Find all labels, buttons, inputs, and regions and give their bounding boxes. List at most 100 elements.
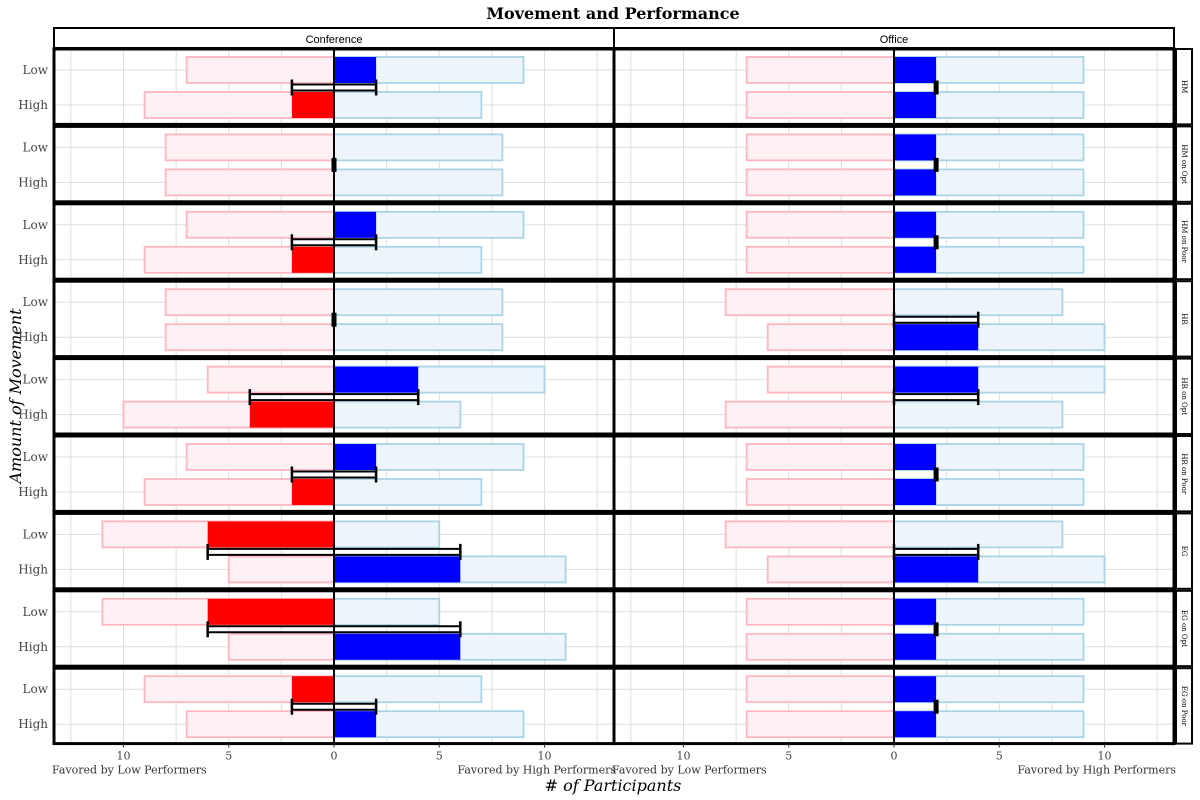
- bar-net-low: [894, 676, 937, 703]
- error-bar: [933, 467, 939, 482]
- y-tick-label-high: High: [18, 98, 48, 112]
- y-tick-label-low: Low: [23, 63, 49, 77]
- bar-net-high: [894, 633, 937, 660]
- x-tick-label: 10: [1098, 750, 1112, 763]
- bar-low-performers-low: [185, 210, 335, 239]
- panel-frame: [612, 434, 1176, 513]
- row-strip-hr: [1175, 280, 1193, 358]
- plot-area: Conference Office HM Low High HM on Opt Low Hig…: [18, 27, 1193, 777]
- row-strip-label: HM on Poor: [1180, 220, 1188, 263]
- bar-low-performers-low: [185, 56, 335, 84]
- bar-net-low: [207, 598, 334, 625]
- bar-net-low: [291, 676, 334, 703]
- row-strip-eg-on-poor: [1175, 667, 1193, 745]
- y-tick-label-high: High: [18, 175, 48, 189]
- bar-low-performers-high: [745, 632, 895, 661]
- x-tick-label: 5: [996, 750, 1003, 763]
- y-tick-label-low: Low: [23, 140, 49, 154]
- bar-net-low: [894, 211, 937, 238]
- bar-low-performers-high: [745, 91, 895, 119]
- bar-net-high: [894, 324, 979, 351]
- bar-low-performers-high: [227, 555, 335, 584]
- bar-net-high: [334, 711, 377, 738]
- row-strip-label: HR on Opt: [1180, 378, 1188, 416]
- bar-high-performers-high: [333, 91, 483, 119]
- bar-net-high: [291, 92, 334, 118]
- bar-net-low: [894, 444, 937, 470]
- bar-high-performers-low: [893, 520, 1064, 549]
- bar-high-performers-low: [893, 288, 1064, 317]
- panel-frame: [612, 124, 1176, 204]
- bar-low-performers-high: [724, 400, 895, 429]
- bar-net-high: [894, 246, 937, 273]
- error-bar: [933, 157, 939, 172]
- bar-low-performers-high: [766, 323, 895, 352]
- row-strip-label: HM: [1180, 80, 1188, 93]
- x-tick-label: 10: [538, 750, 552, 763]
- bar-low-performers-low: [745, 597, 895, 626]
- bar-net-high: [334, 556, 461, 583]
- error-bar: [933, 80, 939, 95]
- x-tick-label: 10: [116, 750, 130, 763]
- y-tick-label-low: Low: [23, 450, 49, 464]
- bar-low-performers-low: [766, 365, 895, 394]
- y-tick-label-high: High: [18, 640, 48, 654]
- x-axis-label: # of Participants: [545, 776, 682, 795]
- y-tick-label-low: Low: [23, 218, 49, 232]
- row-strip-hm-on-poor: [1175, 202, 1193, 281]
- bar-net-high: [334, 633, 461, 660]
- bar-high-performers-low: [333, 675, 483, 704]
- row-strip-label: HM on Opt: [1180, 144, 1188, 184]
- column-strip-label: Office: [880, 34, 909, 46]
- y-axis-label: Amount of Movement: [6, 308, 25, 486]
- error-bar: [933, 235, 939, 250]
- panel-frame: [612, 202, 1176, 281]
- x-tick-label: 5: [785, 750, 792, 763]
- bar-net-low: [334, 211, 377, 238]
- bar-net-low: [894, 134, 937, 161]
- row-strip-eg-on-opt: [1175, 589, 1193, 668]
- bar-high-performers-low: [333, 597, 441, 626]
- bar-net-low: [894, 598, 937, 625]
- x-tick-label: 0: [331, 750, 338, 763]
- bar-low-performers-high: [745, 245, 895, 274]
- y-tick-label-high: High: [18, 562, 48, 576]
- y-tick-label-low: Low: [23, 295, 49, 309]
- bar-low-performers-high: [227, 632, 335, 661]
- bar-net-high: [291, 246, 334, 273]
- bar-low-performers-high: [745, 168, 895, 197]
- bar-net-low: [207, 521, 334, 548]
- x-end-label-right: Favored by High Performers: [1017, 764, 1176, 777]
- row-strip-label: EG on Opt: [1180, 610, 1188, 647]
- bar-high-performers-high: [333, 478, 483, 506]
- panel-frame: [612, 357, 1176, 436]
- bar-low-performers-low: [164, 133, 335, 162]
- bar-low-performers-low: [745, 675, 895, 704]
- bar-low-performers-low: [745, 210, 895, 239]
- error-bar: [933, 699, 939, 714]
- panel-frame: [612, 511, 1176, 591]
- bar-high-performers-high: [333, 323, 504, 352]
- bar-high-performers-low: [333, 520, 441, 549]
- y-tick-label-low: Low: [23, 527, 49, 541]
- bar-net-high: [894, 479, 937, 505]
- y-tick-label-low: Low: [23, 373, 49, 387]
- bar-low-performers-high: [164, 168, 335, 197]
- x-end-label-right: Favored by High Performers: [457, 764, 616, 777]
- bar-net-high: [894, 169, 937, 196]
- bar-net-high: [894, 556, 979, 583]
- bar-net-low: [334, 57, 377, 83]
- bar-low-performers-low: [185, 443, 335, 471]
- bar-net-high: [894, 711, 937, 738]
- y-tick-label-high: High: [18, 408, 48, 422]
- x-tick-label: 5: [225, 750, 232, 763]
- bar-low-performers-high: [766, 555, 895, 584]
- row-strip-hr-on-opt: [1175, 357, 1193, 436]
- chart-title: Movement and Performance: [486, 4, 739, 23]
- bar-net-low: [334, 444, 377, 470]
- row-strip-label: HR on Poor: [1180, 453, 1188, 494]
- y-tick-label-low: Low: [23, 605, 49, 619]
- bar-high-performers-high: [333, 245, 483, 274]
- bar-net-high: [291, 479, 334, 505]
